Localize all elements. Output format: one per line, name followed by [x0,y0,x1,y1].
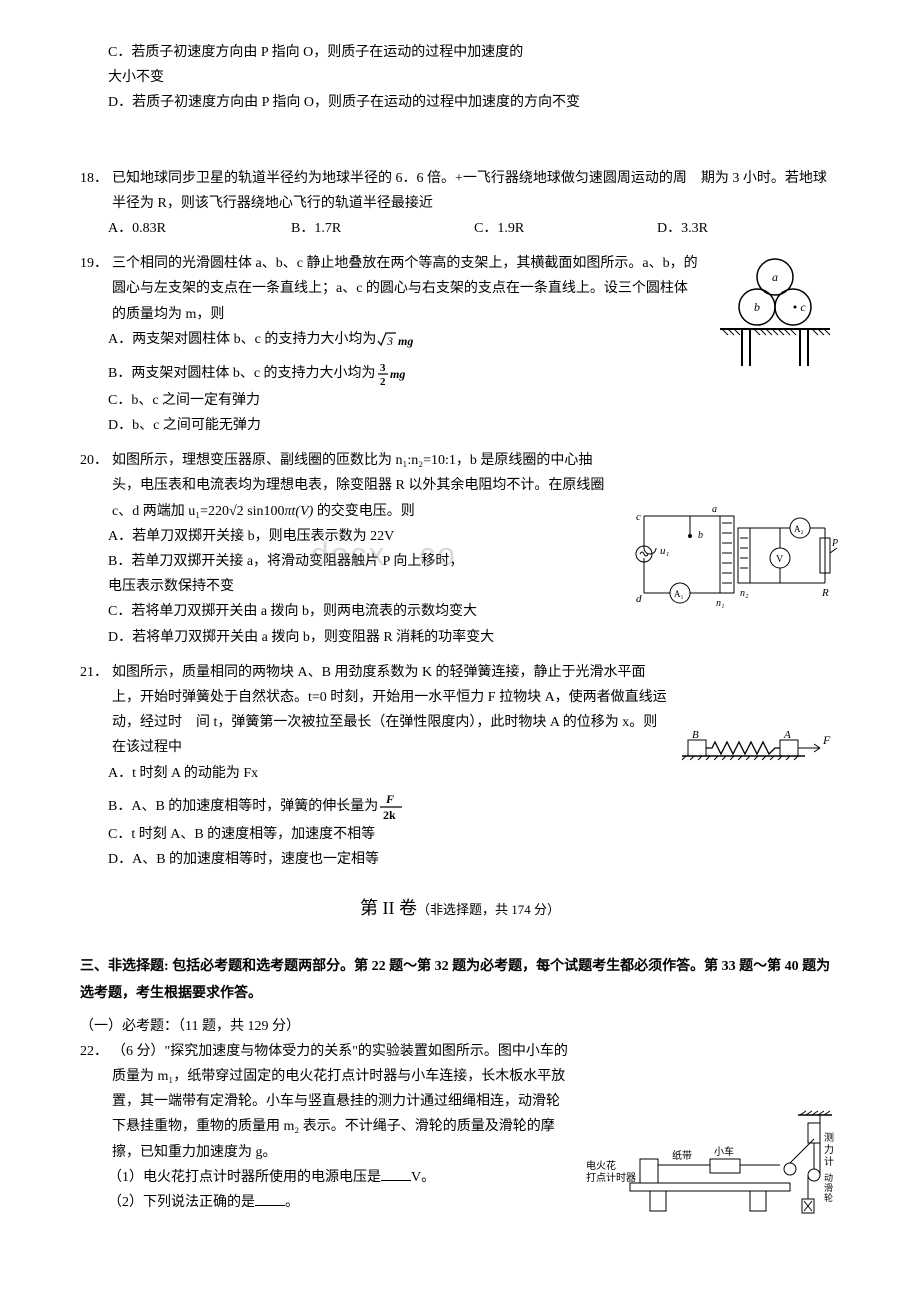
q18-optD: D．3.3R [657,216,840,241]
sqrt2-icon: √2 [229,504,244,519]
q22-p2-text: （2）下列说法正确的是 [108,1195,255,1210]
q19-optD: D．b、c 之间可能无弹力 [80,413,840,438]
q18-options: A．0.83R B．1.7R C．1.9R D．3.3R [80,216,840,241]
q22-score: （6 分） [112,1044,165,1059]
q22-p1-text: （1）电火花打点计时器所使用的电源电压是 [108,1170,381,1185]
svg-text:力: 力 [824,1143,834,1156]
svg-text:a: a [772,270,778,284]
q20-stem-mid: sin100 [247,504,284,519]
question-19: a b c 19． 三个相同的光滑圆柱体 a、b、c 静止地叠放在两个等高的支架… [80,251,840,438]
q22-stem-text: "探究加速度与物体受力的关系"的实验装置如图所示。图中小车的质量为 m₁，纸带穿… [112,1044,568,1160]
svg-text:d: d [636,593,642,605]
frac-F-2k-icon: F2k [378,799,404,814]
question-20: .docx . co c b a u₁ d A₁ n₁ [80,448,840,650]
q19-num: 19． [80,251,108,276]
q20-optD: D．若将单刀双掷开关由 a 拨向 b，则变阻器 R 消耗的功率变大 [80,625,840,650]
q20-stem: 如图所示，理想变压器原、副线圈的匝数比为 n₁:n₂=10:1，b 是原线圈的中… [112,448,620,524]
pi-t-v: πt(V) [285,504,314,519]
q18-num: 18． [80,166,108,191]
q18-optC: C．1.9R [474,216,657,241]
part3-heading: 三、非选择题: 包括必考题和选考题两部分。第 22 题～第 32 题为必考题，每… [80,954,840,1007]
q21-optB: B．A、B 的加速度相等时，弹簧的伸长量为F2k [80,792,840,822]
svg-text:R: R [821,587,829,599]
svg-text:A: A [783,730,791,741]
q17-optD: D．若质子初速度方向由 P 指向 O，则质子在运动的过程中加速度的方向不变 [80,90,840,115]
q22-figure: 电火花 打点计时器 纸带 小车 测 力 计 动 滑 轮 [580,1109,840,1229]
section2-main: 第 II 卷 [360,898,417,918]
svg-text:2k: 2k [383,808,396,822]
question-17-fragment: C．若质子初速度方向由 P 指向 O，则质子在运动的过程中加速度的 大小不变 D… [80,40,840,116]
q18-optA: A．0.83R [108,216,291,241]
q20-num: 20． [80,448,108,473]
svg-text:P: P [831,538,838,549]
svg-text:3: 3 [380,362,386,374]
svg-text:n₂: n₂ [740,588,749,599]
q17-optC-line1: C．若质子初速度方向由 P 指向 O，则质子在运动的过程中加速度的 [80,40,840,65]
section2-sub: （非选择题，共 174 分） [417,902,560,917]
svg-text:c: c [800,300,806,314]
svg-text:纸带: 纸带 [672,1149,692,1162]
q22-p1-post: V。 [411,1170,435,1185]
svg-text:b: b [754,300,760,314]
svg-text:2: 2 [380,376,386,388]
svg-text:电火花: 电火花 [586,1159,616,1172]
q19-stem: 三个相同的光滑圆柱体 a、b、c 静止地叠放在两个等高的支架上，其横截面如图所示… [112,251,700,327]
svg-text:打点计时器: 打点计时器 [586,1171,636,1184]
frac32mg-icon: 32mg [376,366,416,381]
svg-text:滑: 滑 [824,1183,833,1193]
svg-text:A₁: A₁ [674,589,684,599]
q19-optC: C．b、c 之间一定有弹力 [80,388,840,413]
blank-input[interactable] [381,1180,411,1181]
blank-input-2[interactable] [255,1205,285,1206]
q19-optA-text: A．两支架对圆柱体 b、c 的支持力大小均为 [108,332,376,347]
q22-p2-post: 。 [285,1195,299,1210]
svg-text:b: b [698,530,703,541]
question-21: B A F 21． 如图所示，质量相同的两物块 A、B 用劲度系数为 K 的轻弹… [80,660,840,872]
q20-figure: c b a u₁ d A₁ n₁ [630,498,840,618]
svg-text:计: 计 [824,1155,834,1168]
q20-stem-post: 的交变电压。则 [317,504,415,519]
q17-optC-line2: 大小不变 [80,65,840,90]
svg-text:动: 动 [824,1173,833,1183]
svg-text:mg: mg [398,334,413,348]
svg-text:测: 测 [824,1131,834,1144]
svg-text:n₁: n₁ [716,598,724,609]
svg-text:F: F [822,733,831,747]
q22-stem: （6 分）"探究加速度与物体受力的关系"的实验装置如图所示。图中小车的质量为 m… [112,1039,570,1165]
svg-text:轮: 轮 [824,1192,833,1203]
svg-text:V: V [776,554,784,565]
q22-num: 22． [80,1039,108,1064]
svg-text:u₁: u₁ [660,545,670,557]
q21-figure: B A F [680,730,840,770]
svg-text:c: c [636,511,641,523]
q18-optB: B．1.7R [291,216,474,241]
q21-num: 21． [80,660,108,685]
svg-text:3: 3 [386,334,393,348]
section-2-title: 第 II 卷（非选择题，共 174 分） [80,892,840,924]
q18-stem: 已知地球同步卫星的轨道半径约为地球半径的 6．6 倍。+一飞行器绕地球做匀速圆周… [112,166,840,216]
svg-text:F: F [385,792,394,806]
q21-optB-text: B．A、B 的加速度相等时，弹簧的伸长量为 [108,799,378,814]
q21-stem: 如图所示，质量相同的两物块 A、B 用劲度系数为 K 的轻弹簧连接，静止于光滑水… [112,660,670,761]
svg-text:B: B [692,730,699,741]
q19-optB-text: B．两支架对圆柱体 b、c 的支持力大小均为 [108,366,376,381]
part3-sub: （一）必考题：（11 题，共 129 分） [80,1014,840,1039]
svg-text:a: a [712,504,717,515]
q19-figure: a b c [710,251,840,371]
question-22: 电火花 打点计时器 纸带 小车 测 力 计 动 滑 轮 [80,1039,840,1229]
svg-text:mg: mg [390,367,405,381]
question-18: 18． 已知地球同步卫星的轨道半径约为地球半径的 6．6 倍。+一飞行器绕地球做… [80,166,840,242]
svg-text:A₂: A₂ [794,524,804,534]
sqrt3mg-icon: 3 mg [376,332,422,347]
svg-text:小车: 小车 [714,1145,734,1158]
q21-optC: C．t 时刻 A、B 的速度相等，加速度不相等 [80,822,840,847]
q21-optD: D．A、B 的加速度相等时，速度也一定相等 [80,847,840,872]
